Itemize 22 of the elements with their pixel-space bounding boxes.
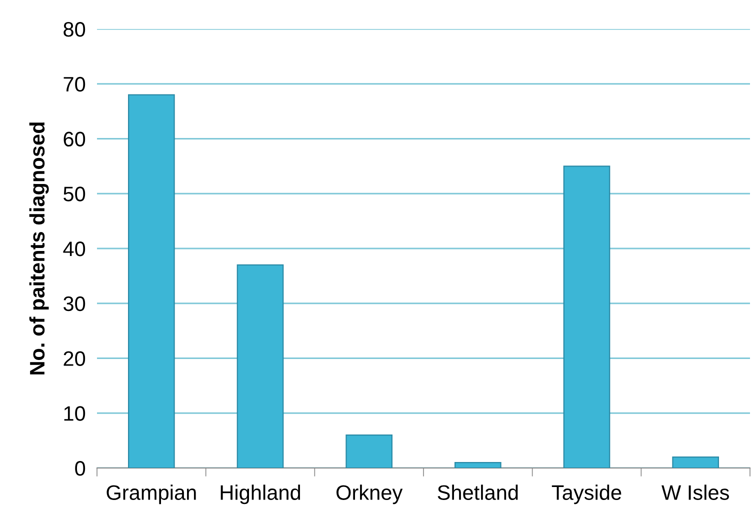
y-tick-label: 50 bbox=[64, 186, 86, 202]
y-tick-label: 80 bbox=[64, 22, 86, 37]
bar bbox=[128, 94, 175, 468]
x-tick-label: W Isles bbox=[662, 484, 729, 500]
y-tick-label: 30 bbox=[64, 296, 86, 312]
y-tick-label: 40 bbox=[63, 242, 86, 256]
x-tick-label: Orkney bbox=[336, 484, 403, 504]
y-axis-title: No. of paitents diagnosed bbox=[29, 122, 49, 374]
y-tick-label: 10 bbox=[64, 406, 86, 421]
bar bbox=[563, 166, 610, 468]
x-tick-label: Highland bbox=[220, 484, 300, 504]
y-tick-label: 20 bbox=[64, 351, 86, 366]
x-tick-label: Shetland bbox=[438, 484, 518, 500]
bar bbox=[236, 264, 284, 468]
y-tick-label: 0 bbox=[75, 461, 86, 476]
bar bbox=[454, 462, 502, 468]
x-tick-label: Tayside bbox=[552, 484, 622, 504]
y-tick-label: 60 bbox=[64, 132, 86, 147]
bar bbox=[672, 456, 719, 468]
y-tick-label: 70 bbox=[64, 76, 86, 92]
bar bbox=[346, 434, 392, 468]
x-tick-label: Grampian bbox=[106, 484, 196, 504]
